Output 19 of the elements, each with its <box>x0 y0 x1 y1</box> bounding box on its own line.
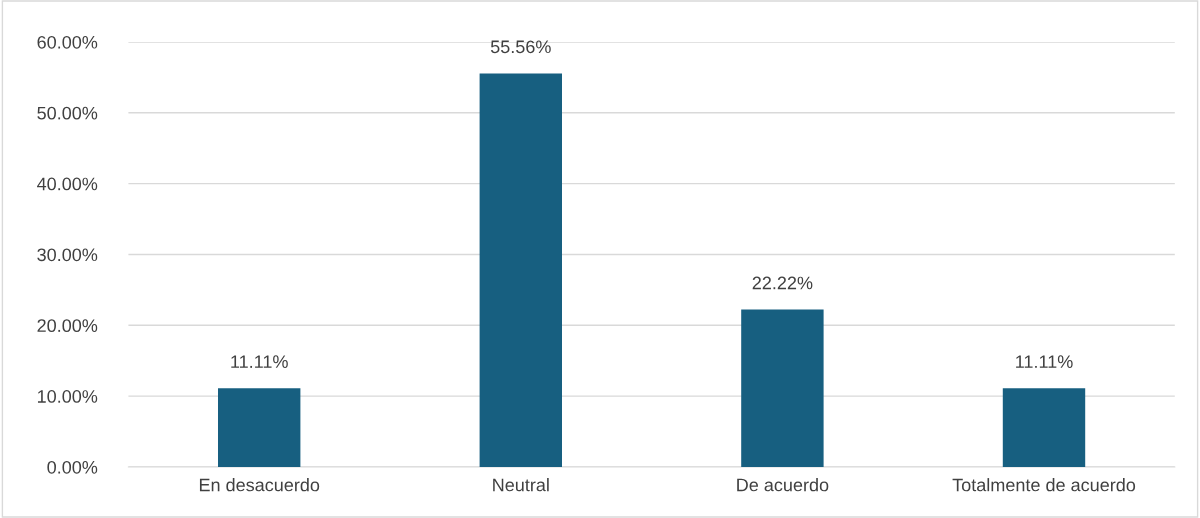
data-label: 55.56% <box>490 40 551 54</box>
y-tick-label: 20.00% <box>37 319 98 333</box>
x-tick-label: En desacuerdo <box>199 478 320 492</box>
y-tick-label: 10.00% <box>37 390 98 403</box>
y-tick-label: 0.00% <box>47 460 98 474</box>
bar <box>1002 388 1086 467</box>
y-tick-label: 40.00% <box>37 177 98 191</box>
data-label: 22.22% <box>752 276 813 290</box>
data-label: 11.11% <box>1016 355 1073 368</box>
y-tick-label: 50.00% <box>37 106 98 120</box>
bar <box>479 73 562 467</box>
x-tick-label: De acuerdo <box>737 478 829 492</box>
data-label: 11.11% <box>231 355 288 368</box>
y-tick-label: 60.00% <box>37 35 98 49</box>
x-tick-label: Neutral <box>493 478 549 492</box>
bar <box>741 309 824 467</box>
x-tick-label: Totalmente de acuerdo <box>952 478 1136 492</box>
y-tick-label: 30.00% <box>37 248 98 262</box>
bar <box>218 388 301 467</box>
